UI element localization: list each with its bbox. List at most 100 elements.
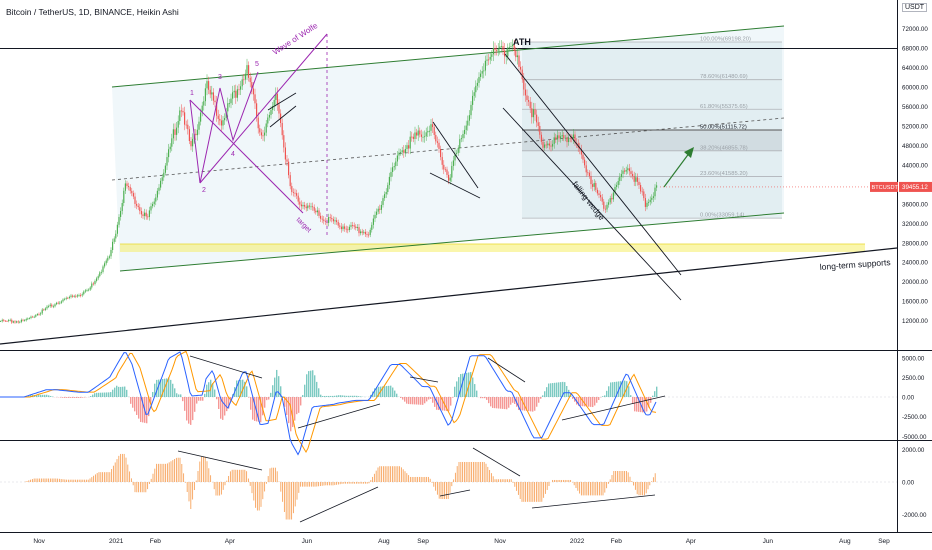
candle-body [505, 56, 507, 58]
macd-histogram-bar [282, 396, 284, 397]
macd-histogram-bar [412, 397, 414, 405]
macd-histogram-bar [78, 397, 80, 398]
candle-body [465, 125, 467, 130]
candle-body [275, 93, 277, 101]
macd-histogram-bar [648, 397, 650, 408]
macd-histogram-bar [100, 392, 102, 397]
candle-body [132, 193, 134, 197]
macd-histogram-bar [464, 373, 466, 397]
osc-histogram [24, 453, 656, 520]
candle-body [547, 143, 549, 146]
candle-body [344, 226, 346, 229]
macd-histogram-bar [534, 397, 536, 411]
macd-histogram-bar [540, 397, 542, 399]
candle-body [131, 190, 133, 194]
candle-body [604, 208, 606, 210]
candle-body [206, 81, 208, 89]
candle-body [571, 138, 573, 140]
candle-body [340, 226, 342, 230]
macd-histogram-bar [28, 395, 30, 397]
candle-body [481, 71, 483, 74]
price-tick-label: 72000.00 [902, 26, 928, 33]
candle-body [19, 321, 21, 323]
candle-body [456, 152, 458, 154]
time-tick-label: Feb [611, 538, 623, 545]
candle-body [291, 186, 293, 192]
candle-body [588, 172, 590, 177]
candle-body [518, 55, 520, 67]
macd-histogram-bar [522, 397, 524, 411]
candle-body [142, 214, 144, 216]
currency-button[interactable]: USDT [902, 3, 928, 12]
macd-histogram-bar [288, 397, 290, 424]
candle-body [297, 195, 299, 202]
macd-histogram-bar [276, 369, 278, 397]
candle-body [164, 165, 166, 173]
macd-histogram-bar [622, 380, 624, 397]
candle-body [496, 50, 498, 52]
macd-histogram-bar [502, 397, 504, 409]
macd-histogram-bar [582, 397, 584, 407]
candle-body [644, 198, 646, 207]
candle-body [409, 136, 411, 149]
candle-body [307, 205, 309, 209]
candle-body [444, 169, 446, 171]
candle-body [118, 216, 120, 225]
price-tick-label: 52000.00 [902, 123, 928, 130]
macd-histogram-bar [656, 386, 658, 397]
macd-histogram-bar [46, 394, 48, 397]
macd-histogram-bar [336, 395, 338, 397]
macd-histogram-bar [190, 397, 192, 425]
candle-body [484, 60, 486, 71]
candle-body [393, 166, 395, 168]
candle-body [600, 194, 602, 198]
candle-body [523, 79, 525, 90]
macd-histogram-bar [470, 372, 472, 397]
fib-level-label: 100.00%(69198.20) [700, 36, 751, 42]
candle-body [286, 159, 288, 162]
macd-histogram-bar [394, 390, 396, 397]
macd-histogram-bar [422, 397, 424, 405]
candle-body [284, 147, 286, 160]
falling-wedge-lower [502, 107, 682, 301]
candle-body [49, 304, 51, 307]
macd-histogram-bar [64, 397, 66, 398]
macd-histogram-bar [286, 397, 288, 415]
candle-body [99, 272, 101, 277]
macd-histogram-bar [326, 395, 328, 397]
candle-body [452, 160, 454, 166]
candle-body [556, 135, 558, 140]
candle-body [411, 136, 413, 138]
macd-histogram-bar [290, 397, 292, 432]
macd-histogram-bar [472, 377, 474, 397]
candle-body [195, 133, 197, 136]
candle-body [601, 197, 603, 202]
candle-body [476, 82, 478, 86]
candle-body [473, 92, 475, 96]
candle-body [211, 92, 213, 95]
candle-body [491, 54, 493, 57]
candle-body [460, 138, 462, 140]
candle-body [265, 123, 267, 133]
candle-body [254, 94, 256, 104]
macd-divergence-line [487, 357, 526, 383]
price-tick-label: 48000.00 [902, 143, 928, 150]
candle-body [396, 155, 398, 162]
candle-body [296, 193, 298, 196]
macd-histogram-bar [228, 397, 230, 409]
candle-body [273, 100, 275, 106]
candle-body [478, 76, 480, 83]
candle-body [404, 148, 406, 153]
macd-histogram-bar [196, 397, 198, 404]
candle-body [161, 177, 163, 181]
pattern-line [269, 105, 297, 128]
candle-body [419, 130, 421, 135]
price-tick-label: 28000.00 [902, 240, 928, 247]
time-tick-label: 2021 [109, 538, 124, 545]
macd-histogram-bar [476, 390, 478, 397]
candle-body [144, 212, 146, 216]
candle-body [596, 189, 598, 194]
candle-body [585, 165, 587, 173]
candle-body [147, 216, 149, 218]
candle-body [270, 110, 272, 115]
